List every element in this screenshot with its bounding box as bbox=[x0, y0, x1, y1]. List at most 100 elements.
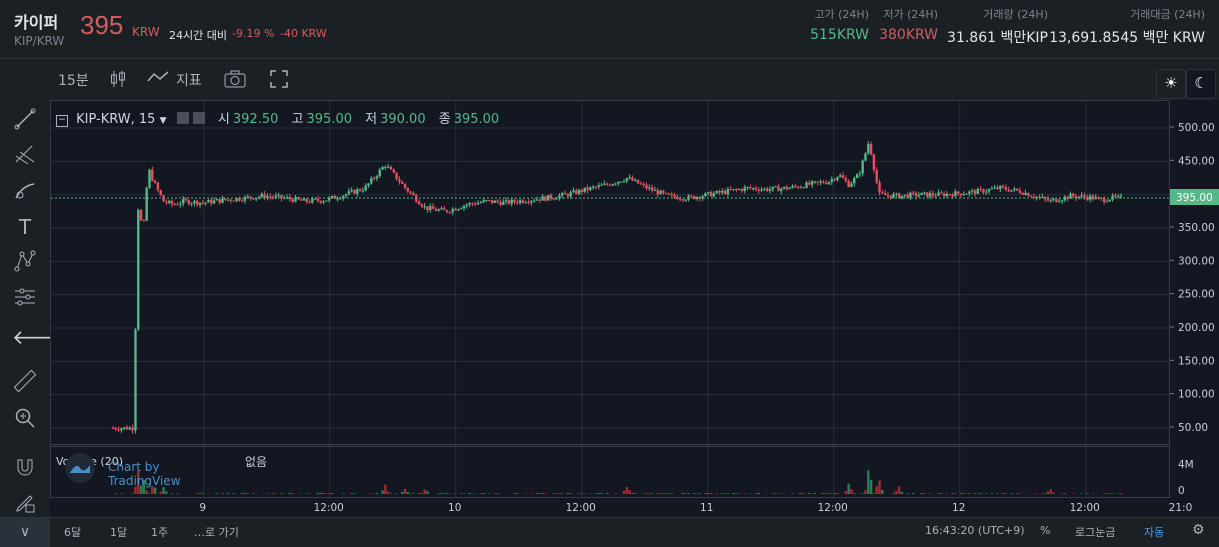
volume-bar bbox=[426, 491, 428, 494]
collapse-legend-icon[interactable]: − bbox=[56, 115, 68, 127]
ruler-icon[interactable] bbox=[12, 370, 38, 396]
candle-body bbox=[480, 202, 482, 203]
log-scale-toggle[interactable]: 로그눈금 bbox=[1075, 524, 1115, 540]
candle-body bbox=[957, 191, 959, 193]
text-tool-icon[interactable]: T bbox=[12, 214, 38, 240]
time-tick-label: 10 bbox=[448, 502, 461, 514]
candle-body bbox=[426, 206, 428, 210]
candle-body bbox=[325, 200, 327, 201]
volume-bar bbox=[289, 493, 291, 494]
volume-bar bbox=[1002, 493, 1004, 494]
tradingview-watermark[interactable]: Chart by TradingView bbox=[65, 453, 235, 483]
stat-high: 고가 (24H) 515KRW bbox=[810, 6, 869, 43]
zoom-icon[interactable] bbox=[12, 407, 38, 433]
candle-body bbox=[233, 201, 235, 202]
candle-body bbox=[1007, 190, 1009, 192]
volume-bar bbox=[1019, 493, 1021, 494]
candle-body bbox=[533, 201, 535, 202]
candle-body bbox=[918, 195, 920, 196]
volume-bar bbox=[145, 490, 147, 494]
candle-body bbox=[606, 184, 608, 185]
volume-bar bbox=[1041, 493, 1043, 494]
candle-body bbox=[920, 193, 922, 195]
volume-bar bbox=[395, 493, 397, 494]
candle-type-icon[interactable] bbox=[110, 70, 126, 92]
pattern-icon[interactable] bbox=[12, 250, 38, 276]
volume-bar bbox=[421, 493, 423, 494]
camera-icon[interactable] bbox=[224, 70, 246, 92]
goto-date[interactable]: …로 가기 bbox=[194, 524, 239, 540]
back-arrow-icon[interactable]: 🡐 bbox=[12, 324, 38, 350]
magnet-icon[interactable] bbox=[12, 456, 38, 482]
auto-scale-toggle[interactable]: 자동 bbox=[1144, 524, 1164, 540]
candle-body bbox=[317, 199, 319, 201]
range-6m[interactable]: 6달 bbox=[64, 524, 81, 540]
candle-body bbox=[690, 196, 692, 197]
legend-gear-icon[interactable] bbox=[193, 112, 205, 124]
volume-bar bbox=[825, 493, 827, 494]
candle-body bbox=[808, 183, 810, 185]
candle-body bbox=[758, 190, 760, 191]
candle-body bbox=[752, 188, 754, 189]
volume-bar bbox=[963, 493, 965, 494]
candle-body bbox=[926, 192, 928, 196]
range-1w[interactable]: 1주 bbox=[151, 524, 168, 540]
volume-bar bbox=[1109, 493, 1111, 494]
volume-bar bbox=[1047, 491, 1049, 494]
candle-body bbox=[895, 193, 897, 194]
settings-gear-icon[interactable]: ⚙ bbox=[1192, 522, 1205, 538]
volume-bar bbox=[1106, 493, 1108, 494]
price-pane[interactable] bbox=[50, 100, 1170, 445]
candle-body bbox=[682, 199, 684, 200]
candle-body bbox=[567, 194, 569, 196]
volume-bar bbox=[569, 493, 571, 494]
candle-body bbox=[390, 167, 392, 170]
volume-bar bbox=[376, 493, 378, 494]
measure-lines-icon[interactable] bbox=[12, 286, 38, 312]
candle-body bbox=[491, 200, 493, 203]
candle-body bbox=[300, 199, 302, 200]
candle-body bbox=[912, 193, 914, 194]
candle-body bbox=[1002, 186, 1004, 187]
candle-body bbox=[1092, 196, 1094, 200]
lock-drawings-icon[interactable] bbox=[12, 492, 38, 518]
candle-body bbox=[859, 174, 861, 175]
percent-toggle[interactable]: % bbox=[1040, 524, 1050, 537]
legend-settings-icon[interactable] bbox=[177, 112, 189, 124]
dark-theme-icon[interactable]: ☾ bbox=[1186, 69, 1216, 99]
fib-icon[interactable] bbox=[12, 144, 38, 170]
symbol-dropdown-icon[interactable]: ▼ bbox=[160, 116, 167, 126]
fullscreen-icon[interactable] bbox=[270, 70, 288, 92]
volume-bar bbox=[744, 493, 746, 494]
collapse-toggle-icon[interactable]: ∨ bbox=[0, 518, 50, 547]
volume-bar bbox=[732, 493, 734, 494]
brush-icon[interactable] bbox=[12, 180, 38, 206]
interval-selector[interactable]: 15분 bbox=[58, 70, 89, 90]
candle-body bbox=[126, 427, 128, 429]
range-1m[interactable]: 1달 bbox=[110, 524, 127, 540]
trend-line-icon[interactable] bbox=[12, 108, 38, 134]
candle-body bbox=[511, 200, 513, 204]
volume-bar bbox=[977, 493, 979, 494]
candle-body bbox=[289, 197, 291, 199]
volume-bar bbox=[954, 493, 956, 494]
candle-body bbox=[384, 167, 386, 168]
candle-body bbox=[204, 203, 206, 204]
candle-body bbox=[946, 194, 948, 196]
symbol-label[interactable]: KIP-KRW, 15 bbox=[76, 112, 155, 127]
candle-body bbox=[527, 202, 529, 203]
stat-value: 31.861 백만KIP bbox=[947, 27, 1048, 47]
indicators-button[interactable]: 지표 bbox=[176, 70, 202, 90]
stat-volume: 거래량 (24H) 31.861 백만KIP bbox=[947, 6, 1048, 47]
light-theme-icon[interactable]: ☀ bbox=[1156, 69, 1186, 99]
indicators-icon[interactable] bbox=[147, 70, 169, 88]
candle-body bbox=[873, 154, 875, 170]
stat-turnover: 거래대금 (24H) 13,691.8545 백만 KRW bbox=[1049, 6, 1205, 47]
candle-body bbox=[884, 193, 886, 195]
volume-bar bbox=[584, 493, 586, 494]
volume-bar bbox=[707, 493, 709, 494]
volume-bar bbox=[735, 493, 737, 494]
volume-bar bbox=[727, 493, 729, 494]
